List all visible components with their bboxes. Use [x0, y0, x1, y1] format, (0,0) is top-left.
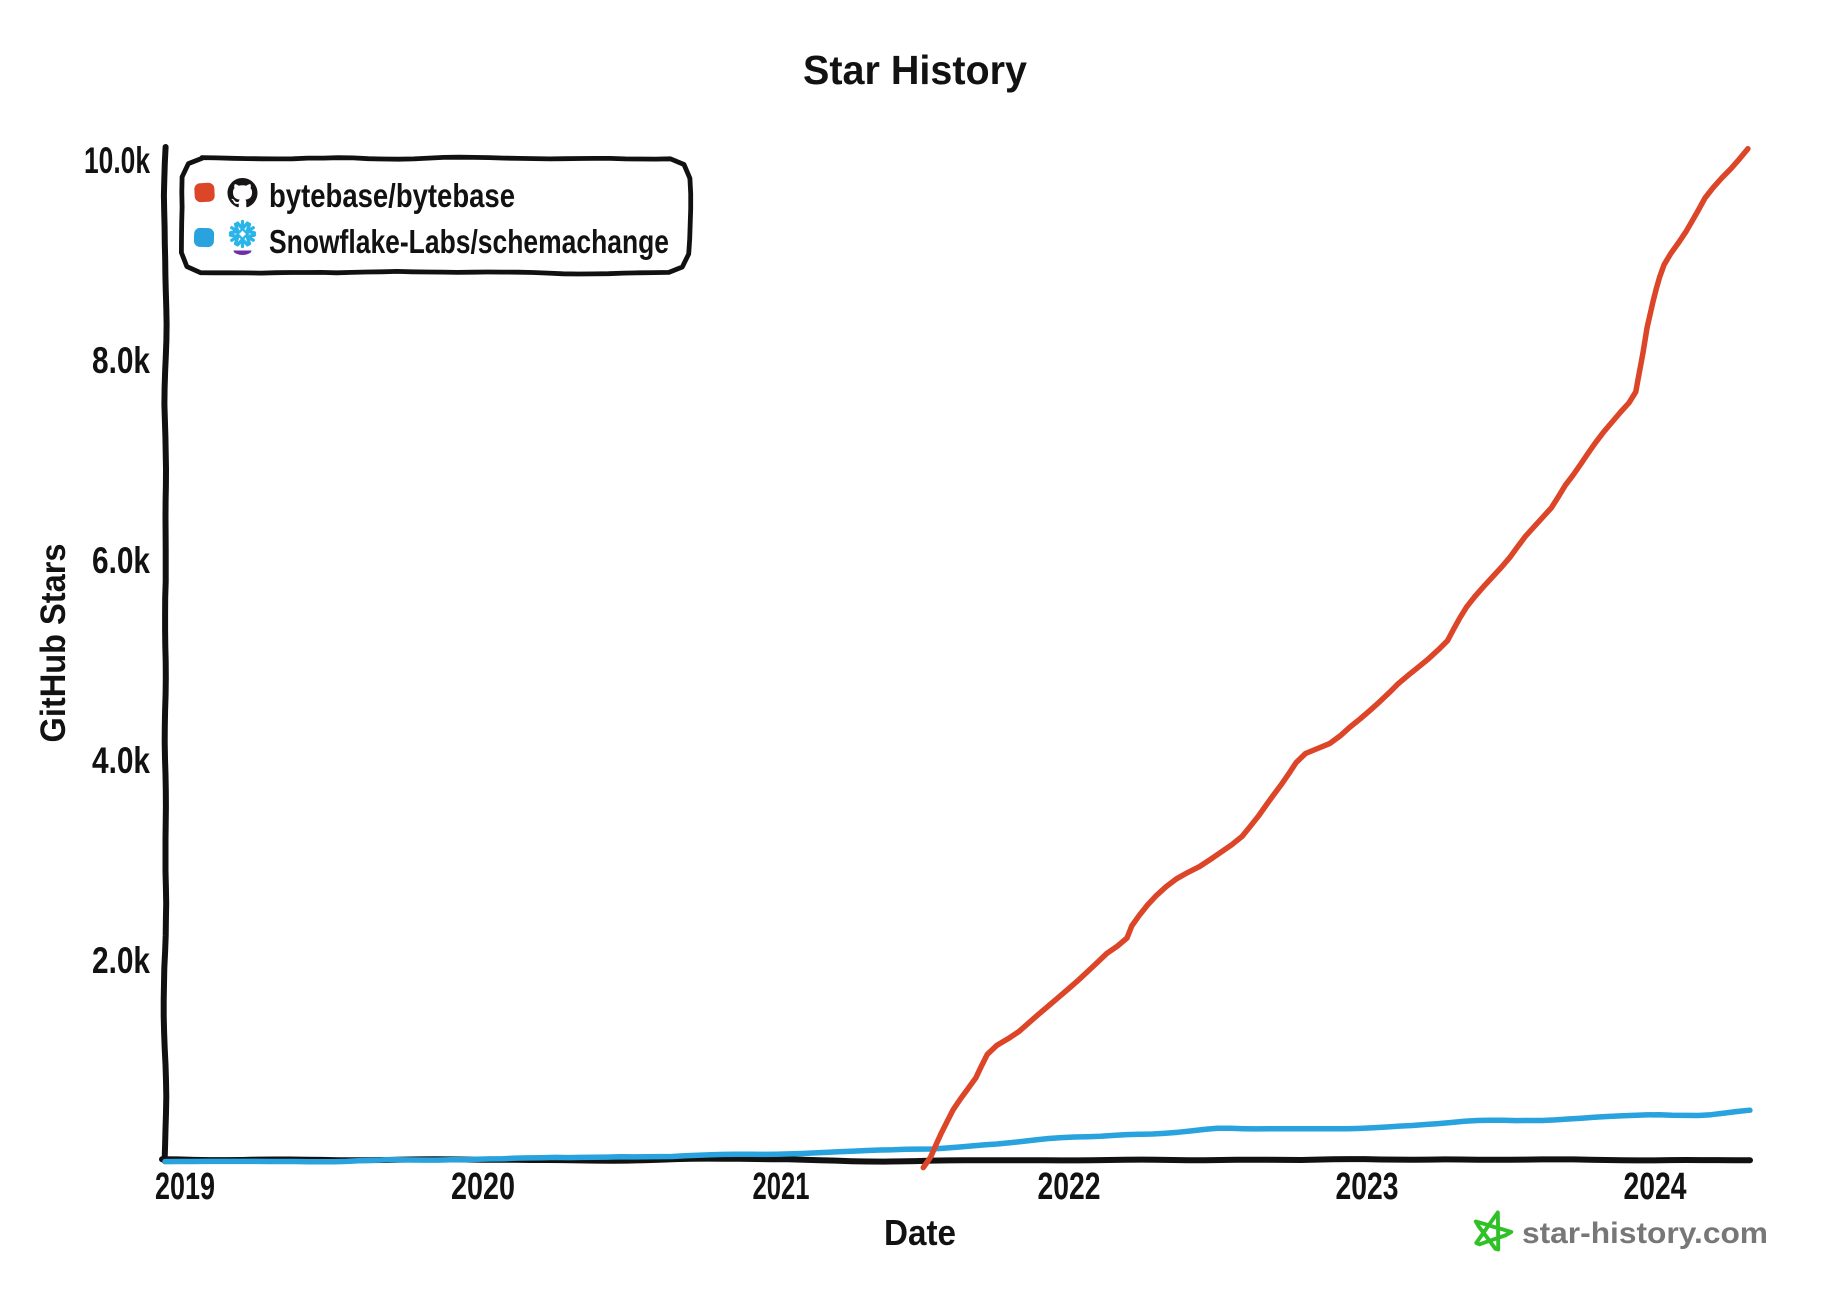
- svg-text:GitHub Stars: GitHub Stars: [34, 544, 73, 743]
- svg-text:bytebase/bytebase: bytebase/bytebase: [269, 177, 515, 214]
- svg-text:2022: 2022: [1038, 1166, 1101, 1208]
- svg-text:10.0k: 10.0k: [84, 140, 150, 181]
- svg-text:Snowflake-Labs/schemachange: Snowflake-Labs/schemachange: [269, 223, 669, 260]
- svg-text:2023: 2023: [1336, 1166, 1399, 1208]
- svg-text:2024: 2024: [1624, 1166, 1687, 1208]
- svg-text:8.0k: 8.0k: [92, 340, 150, 381]
- svg-text:2019: 2019: [155, 1166, 215, 1208]
- svg-text:6.0k: 6.0k: [92, 540, 150, 581]
- svg-text:2021: 2021: [753, 1166, 810, 1208]
- svg-text:2020: 2020: [451, 1166, 515, 1208]
- svg-text:Star History: Star History: [803, 47, 1027, 93]
- svg-text:2.0k: 2.0k: [92, 940, 150, 981]
- svg-text:4.0k: 4.0k: [92, 740, 150, 781]
- svg-text:star-history.com: star-history.com: [1522, 1217, 1768, 1250]
- svg-text:Date: Date: [884, 1212, 956, 1253]
